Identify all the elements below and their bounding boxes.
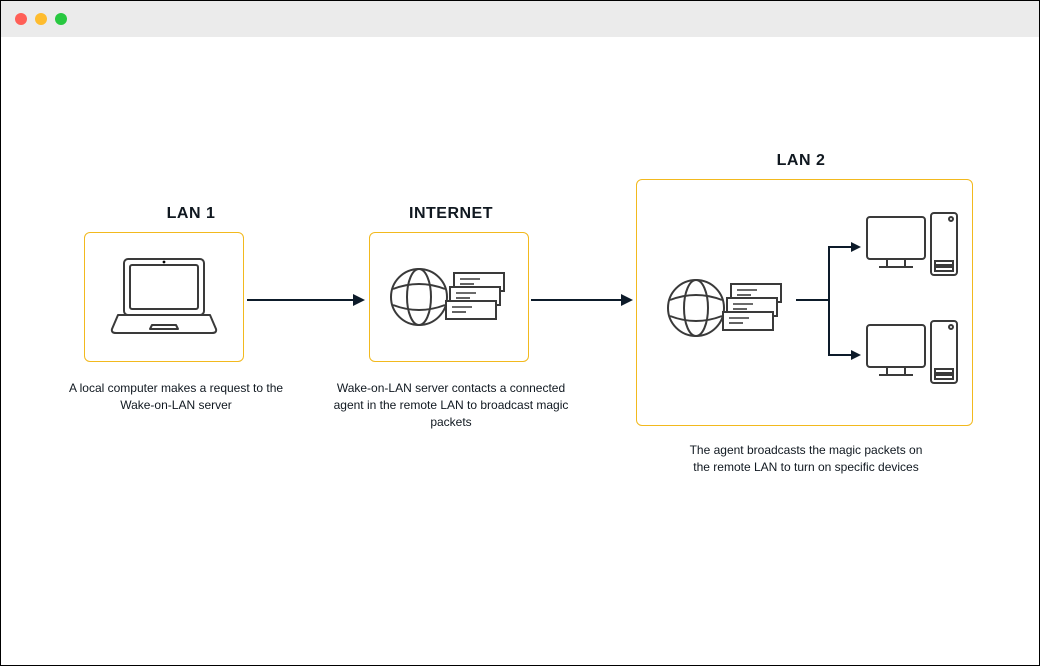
internet-title: INTERNET — [381, 205, 521, 223]
lan2-agent-icon — [661, 262, 791, 354]
globe-server-icon — [384, 251, 514, 343]
lan2-title: LAN 2 — [731, 152, 871, 170]
desktop-icon-bottom — [863, 317, 963, 395]
lan1-caption: A local computer makes a request to the … — [56, 380, 296, 414]
desktop-icon-top — [863, 209, 963, 287]
laptop-icon — [104, 253, 224, 341]
lan2-caption: The agent broadcasts the magic packets o… — [686, 442, 926, 476]
titlebar — [1, 1, 1039, 37]
internet-caption: Wake-on-LAN server contacts a connected … — [331, 380, 571, 430]
maximize-dot — [55, 13, 67, 25]
app-window: LAN 1 A local computer makes a request t… — [0, 0, 1040, 666]
close-dot — [15, 13, 27, 25]
lan1-box — [84, 232, 244, 362]
arrow-lan1-internet — [247, 299, 365, 300]
minimize-dot — [35, 13, 47, 25]
diagram-canvas: LAN 1 A local computer makes a request t… — [1, 37, 1039, 665]
lan1-title: LAN 1 — [121, 205, 261, 223]
arrow-internet-lan2 — [531, 299, 633, 300]
internet-box — [369, 232, 529, 362]
